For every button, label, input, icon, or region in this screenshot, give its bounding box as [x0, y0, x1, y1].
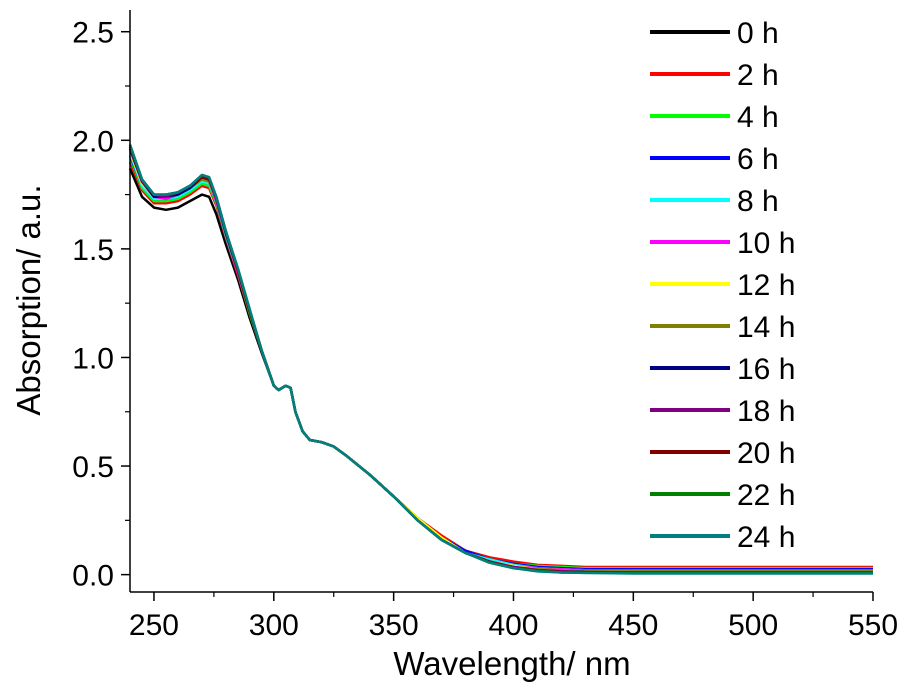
y-tick-label: 0.5 — [72, 451, 114, 484]
x-tick-label: 500 — [728, 609, 778, 642]
legend-label: 0 h — [737, 17, 779, 50]
legend-label: 20 h — [737, 437, 795, 470]
legend-label: 4 h — [737, 101, 779, 134]
series-curves — [128, 144, 873, 575]
legend-label: 16 h — [737, 353, 795, 386]
legend-label: 22 h — [737, 479, 795, 512]
y-tick-label: 1.5 — [72, 234, 114, 267]
legend-label: 2 h — [737, 59, 779, 92]
legend-label: 12 h — [737, 269, 795, 302]
axes: 250 300 350 400 450 500 550 0.0 0.5 1.0 1.5 2.0 2.5 — [72, 10, 898, 642]
x-tick-label: 550 — [848, 609, 898, 642]
x-tick-label: 300 — [249, 609, 299, 642]
legend-label: 6 h — [737, 143, 779, 176]
x-tick-label: 450 — [608, 609, 658, 642]
legend-label: 10 h — [737, 227, 795, 260]
x-tick-label: 350 — [369, 609, 419, 642]
legend-label: 8 h — [737, 185, 779, 218]
legend: 0 h 2 h 4 h 6 h 8 h 10 h 12 h 14 h 16 h 18 h 20 h 2… — [650, 17, 795, 554]
y-axis-label: Absorption/ a.u. — [10, 184, 47, 415]
legend-label: 14 h — [737, 311, 795, 344]
x-axis-label: Wavelength/ nm — [393, 645, 630, 682]
y-tick-label: 2.0 — [72, 125, 114, 158]
y-tick-label: 2.5 — [72, 17, 114, 50]
legend-label: 24 h — [737, 521, 795, 554]
x-tick-label: 400 — [488, 609, 538, 642]
x-tick-label: 250 — [129, 609, 179, 642]
y-tick-label: 0.0 — [72, 560, 114, 593]
series-line — [128, 144, 873, 575]
y-tick-label: 1.0 — [72, 342, 114, 375]
legend-label: 18 h — [737, 395, 795, 428]
